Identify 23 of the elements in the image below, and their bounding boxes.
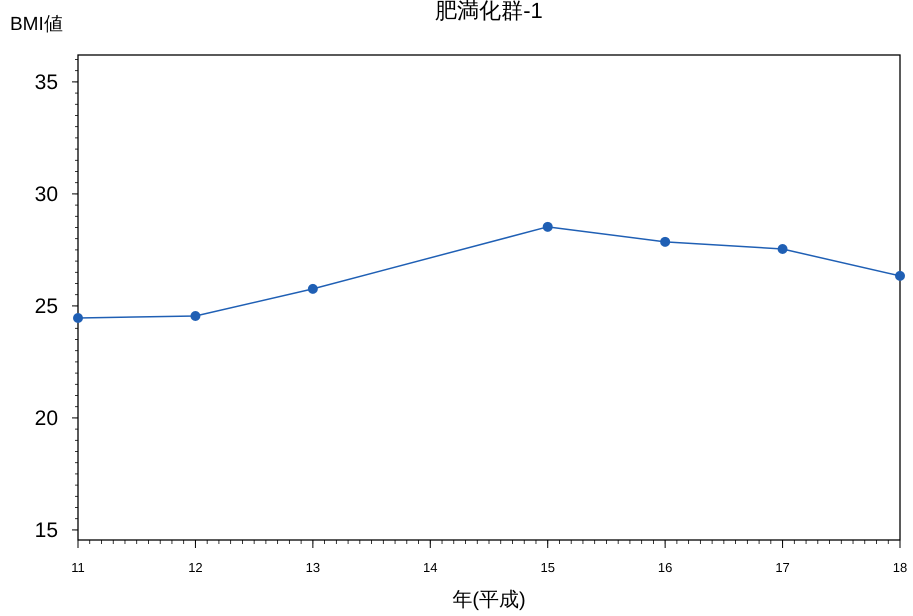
y-tick-label: 15 [34,518,58,542]
x-tick-label: 18 [892,560,908,575]
x-tick-label: 16 [658,560,672,575]
point [190,310,200,321]
x-tick-label: 14 [423,560,438,575]
x-tick-label: 13 [306,560,320,575]
point [542,222,553,232]
point [73,313,83,323]
y-tick-label: 20 [34,406,58,430]
point [895,270,905,281]
x-tick-label: 17 [775,560,790,575]
point [778,244,788,254]
y-axis-title: BMI値 [10,14,63,35]
point [308,284,318,294]
x-tick-label: 11 [71,560,85,575]
y-tick-label: 35 [34,70,58,94]
x-axis-title: 年(平成) [452,589,526,611]
point [660,236,670,247]
y-tick-label: 25 [34,294,58,318]
y-tick-label: 30 [34,182,58,206]
x-tick-label: 15 [540,560,555,575]
chart-title: 肥満化群-1 [435,0,543,23]
x-tick-label: 12 [188,560,203,575]
